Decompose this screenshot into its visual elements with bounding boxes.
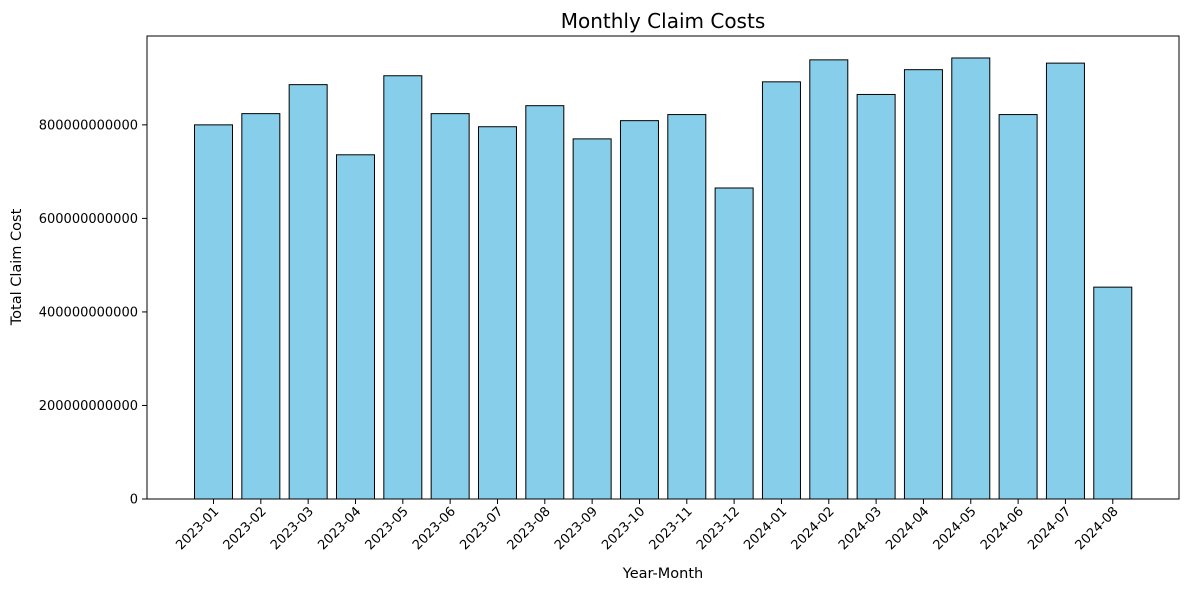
y-axis-title: Total Claim Cost [9, 208, 25, 326]
y-tick-label: 600000000000 [39, 212, 138, 227]
bar-2024-03 [856, 93, 896, 500]
x-tick-label: 2024-01 [741, 504, 790, 553]
x-axis-title: Year-Month [622, 566, 703, 582]
bar-2023-05 [383, 75, 423, 500]
x-tick-label: 2024-02 [789, 504, 838, 553]
bar-2024-08 [1093, 286, 1133, 500]
bar-2024-01 [761, 81, 801, 500]
bar-2023-01 [194, 124, 233, 500]
x-tick-label: 2023-11 [647, 504, 696, 553]
bar-2024-07 [1045, 62, 1085, 500]
x-tick-label: 2024-06 [978, 504, 1027, 553]
y-tick-label: 200000000000 [39, 399, 138, 414]
bar-2023-12 [714, 187, 754, 500]
y-axis-ticks: 0 200000000000 400000000000 600000000000 800… [39, 118, 147, 508]
bar-2024-04 [903, 69, 943, 500]
bar-2024-06 [998, 114, 1038, 500]
bar-2023-08 [525, 105, 565, 500]
plot-frame [146, 35, 1180, 500]
bar-2024-02 [809, 59, 849, 500]
x-tick-label: 2023-03 [268, 504, 317, 553]
y-tick-label: 800000000000 [39, 118, 138, 133]
x-tick-label: 2023-01 [173, 504, 222, 553]
x-tick-label: 2024-05 [931, 504, 980, 553]
x-tick-label: 2023-02 [221, 504, 270, 553]
bars-group [194, 57, 1133, 500]
bar-2023-06 [430, 113, 470, 500]
x-axis-ticks: 2023-012023-022023-032023-042023-052023-… [173, 499, 1122, 553]
x-tick-label: 2023-04 [315, 504, 364, 553]
chart-title: Monthly Claim Costs [561, 9, 766, 33]
x-tick-label: 2023-05 [363, 504, 412, 553]
x-tick-label: 2023-06 [410, 504, 459, 553]
bar-2023-10 [619, 120, 659, 500]
x-tick-label: 2024-07 [1025, 504, 1074, 553]
x-tick-label: 2024-04 [883, 504, 932, 553]
bar-2024-05 [951, 57, 991, 500]
bar-2023-04 [335, 154, 375, 500]
y-tick-label: 0 [130, 493, 138, 508]
bar-2023-07 [477, 126, 517, 500]
x-tick-label: 2023-07 [457, 504, 506, 553]
x-tick-label: 2023-12 [694, 504, 743, 553]
y-tick-label: 400000000000 [39, 305, 138, 320]
x-tick-label: 2023-08 [505, 504, 554, 553]
bar-2023-09 [572, 138, 612, 500]
x-tick-label: 2023-09 [552, 504, 601, 553]
x-tick-label: 2024-03 [836, 504, 885, 553]
bar-2023-03 [288, 84, 328, 500]
bar-2023-11 [667, 114, 707, 500]
x-tick-label: 2023-10 [599, 504, 648, 553]
bar-2023-02 [241, 113, 281, 500]
x-tick-label: 2024-08 [1073, 504, 1122, 553]
